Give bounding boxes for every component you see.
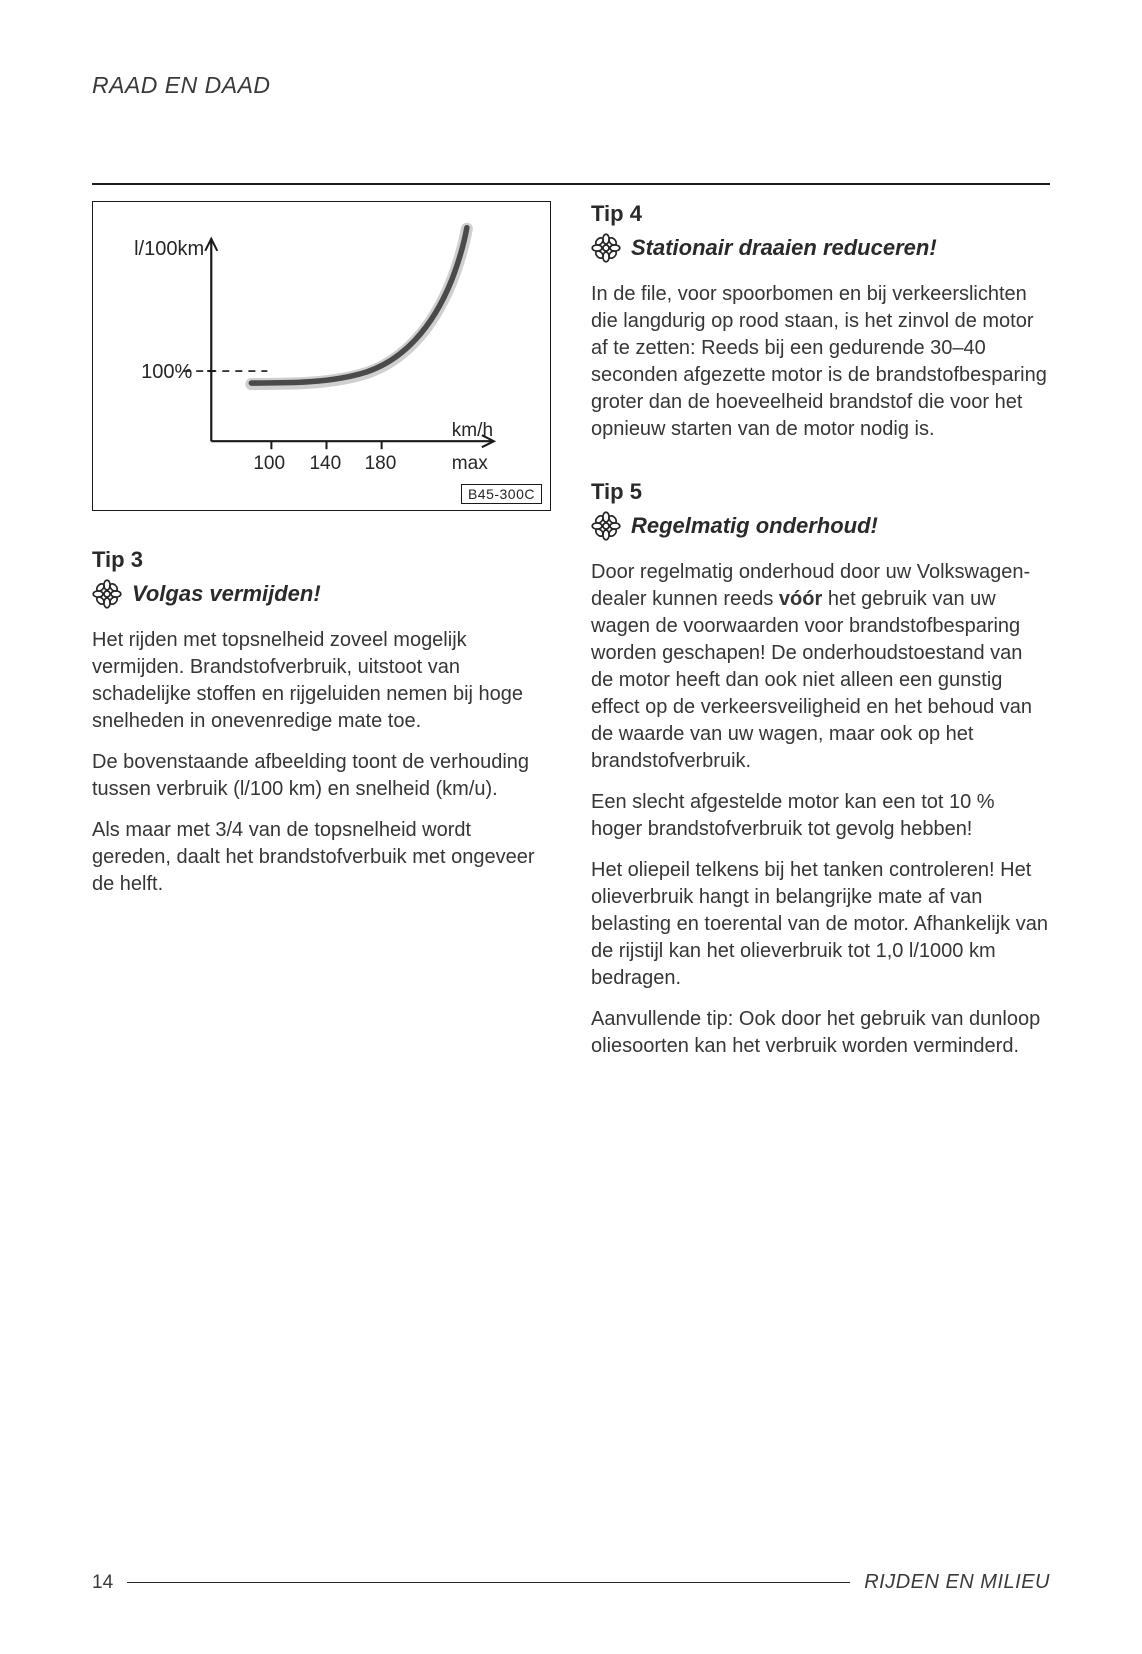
tip5-heading: Regelmatig onderhoud! [591, 511, 1050, 541]
tip5-p0: Door regelmatig onderhoud door uw Volksw… [591, 559, 1050, 775]
chart-y-reflabel: 100% [141, 361, 192, 383]
tip3-number: Tip 3 [92, 547, 551, 573]
tip-3: Tip 3 Volgas vermijden! [92, 547, 551, 898]
tip3-heading-text: Volgas vermijden! [132, 581, 321, 607]
content-columns: l/100km 100% km/h 100 140 180 max B45-30… [92, 201, 1050, 1074]
tip5-p1: Een slecht afgestelde motor kan een tot … [591, 789, 1050, 843]
tip4-heading-text: Stationair draaien reduceren! [631, 235, 937, 261]
chart-ylabel: l/100km [134, 238, 204, 260]
flower-icon [92, 579, 122, 609]
chart-xtick-1: 140 [309, 453, 341, 474]
tip3-p0: Het rijden met topsnelheid zoveel mogeli… [92, 627, 551, 735]
chart-xlabel: km/h [452, 420, 493, 441]
footer-section-title: RIJDEN EN MILIEU [864, 1571, 1050, 1594]
tip-4: Tip 4 Stationair draaien red [591, 201, 1050, 443]
page-header-title: RAAD EN DAAD [92, 72, 1050, 99]
tip4-heading: Stationair draaien reduceren! [591, 233, 1050, 263]
page-footer: 14 RIJDEN EN MILIEU [92, 1571, 1050, 1594]
tip3-p2: Als maar met 3/4 van de topsnelheid word… [92, 817, 551, 898]
left-column: l/100km 100% km/h 100 140 180 max B45-30… [92, 201, 551, 1074]
top-rule [92, 183, 1050, 185]
fuel-consumption-chart: l/100km 100% km/h 100 140 180 max B45-30… [92, 201, 551, 511]
tip4-body: In de file, voor spoorbomen en bij verke… [591, 281, 1050, 443]
tip5-p3: Aanvullende tip: Ook door het gebruik va… [591, 1006, 1050, 1060]
tip5-number: Tip 5 [591, 479, 1050, 505]
tip4-number: Tip 4 [591, 201, 1050, 227]
chart-xmax: max [452, 453, 488, 474]
tip5-body: Door regelmatig onderhoud door uw Volksw… [591, 559, 1050, 1060]
tip5-heading-text: Regelmatig onderhoud! [631, 513, 878, 539]
tip3-heading: Volgas vermijden! [92, 579, 551, 609]
tip4-p0: In de file, voor spoorbomen en bij verke… [591, 281, 1050, 443]
tip3-p1: De bovenstaande afbeelding toont de verh… [92, 749, 551, 803]
chart-xtick-2: 180 [365, 453, 397, 474]
right-column: Tip 4 Stationair draaien red [591, 201, 1050, 1074]
chart-svg: l/100km 100% km/h 100 140 180 max [101, 210, 542, 502]
flower-icon [591, 511, 621, 541]
tip-5: Tip 5 Regelmatig onderhoud! [591, 479, 1050, 1060]
footer-rule [127, 1582, 850, 1583]
flower-icon [591, 233, 621, 263]
page-number: 14 [92, 1572, 113, 1594]
chart-reference-code: B45-300C [461, 484, 542, 504]
tip3-body: Het rijden met topsnelheid zoveel mogeli… [92, 627, 551, 898]
tip5-p2: Het oliepeil telkens bij het tanken cont… [591, 857, 1050, 992]
chart-xtick-0: 100 [253, 453, 285, 474]
